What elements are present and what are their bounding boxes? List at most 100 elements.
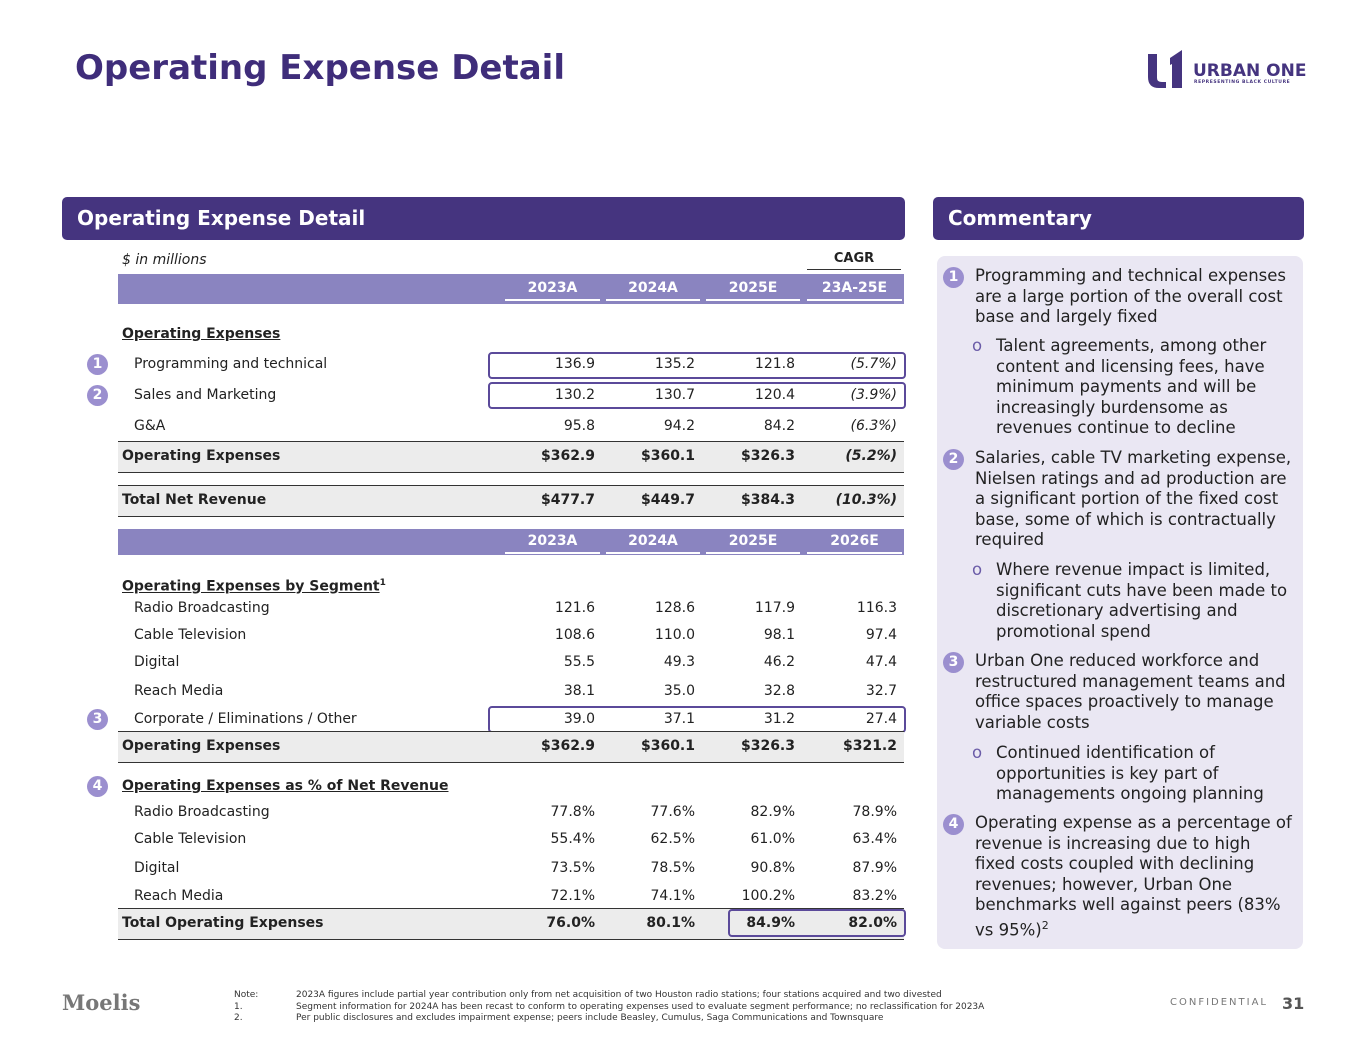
- cell: 47.4: [865, 654, 897, 670]
- row-label: Radio Broadcasting: [134, 600, 270, 616]
- cell: 135.2: [654, 356, 695, 372]
- slide-title: Operating Expense Detail: [75, 48, 565, 88]
- commentary-box: [937, 256, 1303, 949]
- cell: 78.5%: [650, 860, 695, 876]
- cell: 77.6%: [650, 804, 695, 820]
- cell: 82.0%: [848, 915, 897, 931]
- cell: 63.4%: [852, 831, 897, 847]
- section-heading: Operating Expenses by Segment1: [122, 573, 386, 595]
- cell: (5.2%): [845, 448, 897, 464]
- footnote-marker: 2: [1041, 918, 1049, 932]
- cell: 39.0: [563, 711, 595, 727]
- cell: 116.3: [856, 600, 897, 616]
- note-marker: Note:: [234, 990, 259, 1000]
- row-label: Radio Broadcasting: [134, 804, 270, 820]
- cell: 130.2: [554, 387, 595, 403]
- cell: 130.7: [654, 387, 695, 403]
- cell: $384.3: [740, 492, 795, 508]
- cell: 84.9%: [746, 915, 795, 931]
- cell: 82.9%: [750, 804, 795, 820]
- commentary-subtext: Talent agreements, among other content a…: [996, 336, 1267, 437]
- cell: $362.9: [540, 738, 595, 754]
- cell: 73.5%: [550, 860, 595, 876]
- cell: 77.8%: [550, 804, 595, 820]
- section-heading: Operating Expenses: [122, 326, 281, 342]
- cell: 97.4: [865, 627, 897, 643]
- bullet: o: [972, 560, 983, 579]
- brand: Moelis: [62, 990, 141, 1015]
- commentary-subtext: Continued identification of opportunitie…: [996, 743, 1264, 803]
- page-number: 31: [1282, 994, 1305, 1013]
- row-label: Reach Media: [134, 683, 224, 699]
- cell: 38.1: [563, 683, 595, 699]
- column-header: 2026E: [807, 530, 902, 554]
- cell: 110.0: [654, 627, 695, 643]
- cell: 84.2: [763, 418, 795, 434]
- row-label: Programming and technical: [134, 356, 328, 372]
- row-label: Total Net Revenue: [122, 492, 267, 508]
- cell: 49.3: [663, 654, 695, 670]
- cell: 46.2: [763, 654, 795, 670]
- cell: 31.2: [763, 711, 795, 727]
- cell: 61.0%: [750, 831, 795, 847]
- units-label: $ in millions: [122, 252, 207, 268]
- cell: 80.1%: [646, 915, 695, 931]
- column-header: 23A-25E: [807, 277, 902, 301]
- commentary-subtext: Where revenue impact is limited, signifi…: [996, 560, 1288, 641]
- commentary-text: Programming and technical expenses are a…: [975, 266, 1286, 326]
- badge: 2: [87, 385, 108, 406]
- cell: (3.9%): [850, 387, 898, 403]
- commentary-text: Urban One reduced workforce and restruct…: [975, 651, 1286, 732]
- cell: 94.2: [663, 418, 695, 434]
- badge: 3: [943, 652, 964, 673]
- badge: 1: [87, 354, 108, 375]
- highlight-box: [488, 352, 906, 379]
- cell: 55.5: [563, 654, 595, 670]
- badge: 4: [87, 776, 108, 797]
- total-row: [118, 441, 904, 473]
- row-label: G&A: [134, 418, 166, 434]
- row-label: Sales and Marketing: [134, 387, 277, 403]
- cell: 76.0%: [546, 915, 595, 931]
- cell: 78.9%: [852, 804, 897, 820]
- row-label: Operating Expenses: [122, 738, 281, 754]
- row-label: Operating Expenses: [122, 448, 281, 464]
- cell: 100.2%: [741, 888, 795, 904]
- commentary-text: Salaries, cable TV marketing expense, Ni…: [975, 448, 1292, 549]
- highlight-box: [728, 909, 906, 937]
- cell: (5.7%): [850, 356, 898, 372]
- badge: 2: [943, 449, 964, 470]
- cell: 37.1: [663, 711, 695, 727]
- cell: 55.4%: [550, 831, 595, 847]
- badge: 1: [943, 267, 964, 288]
- cell: 74.1%: [650, 888, 695, 904]
- total-row: [118, 485, 904, 517]
- row-label: Cable Television: [134, 831, 247, 847]
- badge: 4: [943, 814, 964, 835]
- row-label: Reach Media: [134, 888, 224, 904]
- row-label: Cable Television: [134, 627, 247, 643]
- column-header: 2025E: [706, 277, 800, 301]
- cell: 108.6: [554, 627, 595, 643]
- cell: 117.9: [754, 600, 795, 616]
- cell: 120.4: [754, 387, 795, 403]
- row-label: Digital: [134, 860, 180, 876]
- cell: 136.9: [554, 356, 595, 372]
- bullet: o: [972, 743, 983, 762]
- cell: $360.1: [640, 448, 695, 464]
- footnote-marker: 1: [379, 578, 386, 588]
- total-row: [118, 731, 904, 763]
- logo-mark: [1148, 50, 1182, 88]
- panel-header: Commentary: [933, 197, 1304, 240]
- cell: 35.0: [663, 683, 695, 699]
- note-marker: 1.: [234, 1001, 243, 1012]
- cell: $449.7: [640, 492, 695, 508]
- cell: $362.9: [540, 448, 595, 464]
- confidential: CONFIDENTIAL: [1170, 997, 1269, 1008]
- note-marker: 2.: [234, 1013, 243, 1023]
- cell: 95.8: [563, 418, 595, 434]
- cell: $477.7: [540, 492, 595, 508]
- commentary-text: Operating expense as a percentage of rev…: [975, 813, 1292, 939]
- column-header: 2024A: [606, 277, 700, 301]
